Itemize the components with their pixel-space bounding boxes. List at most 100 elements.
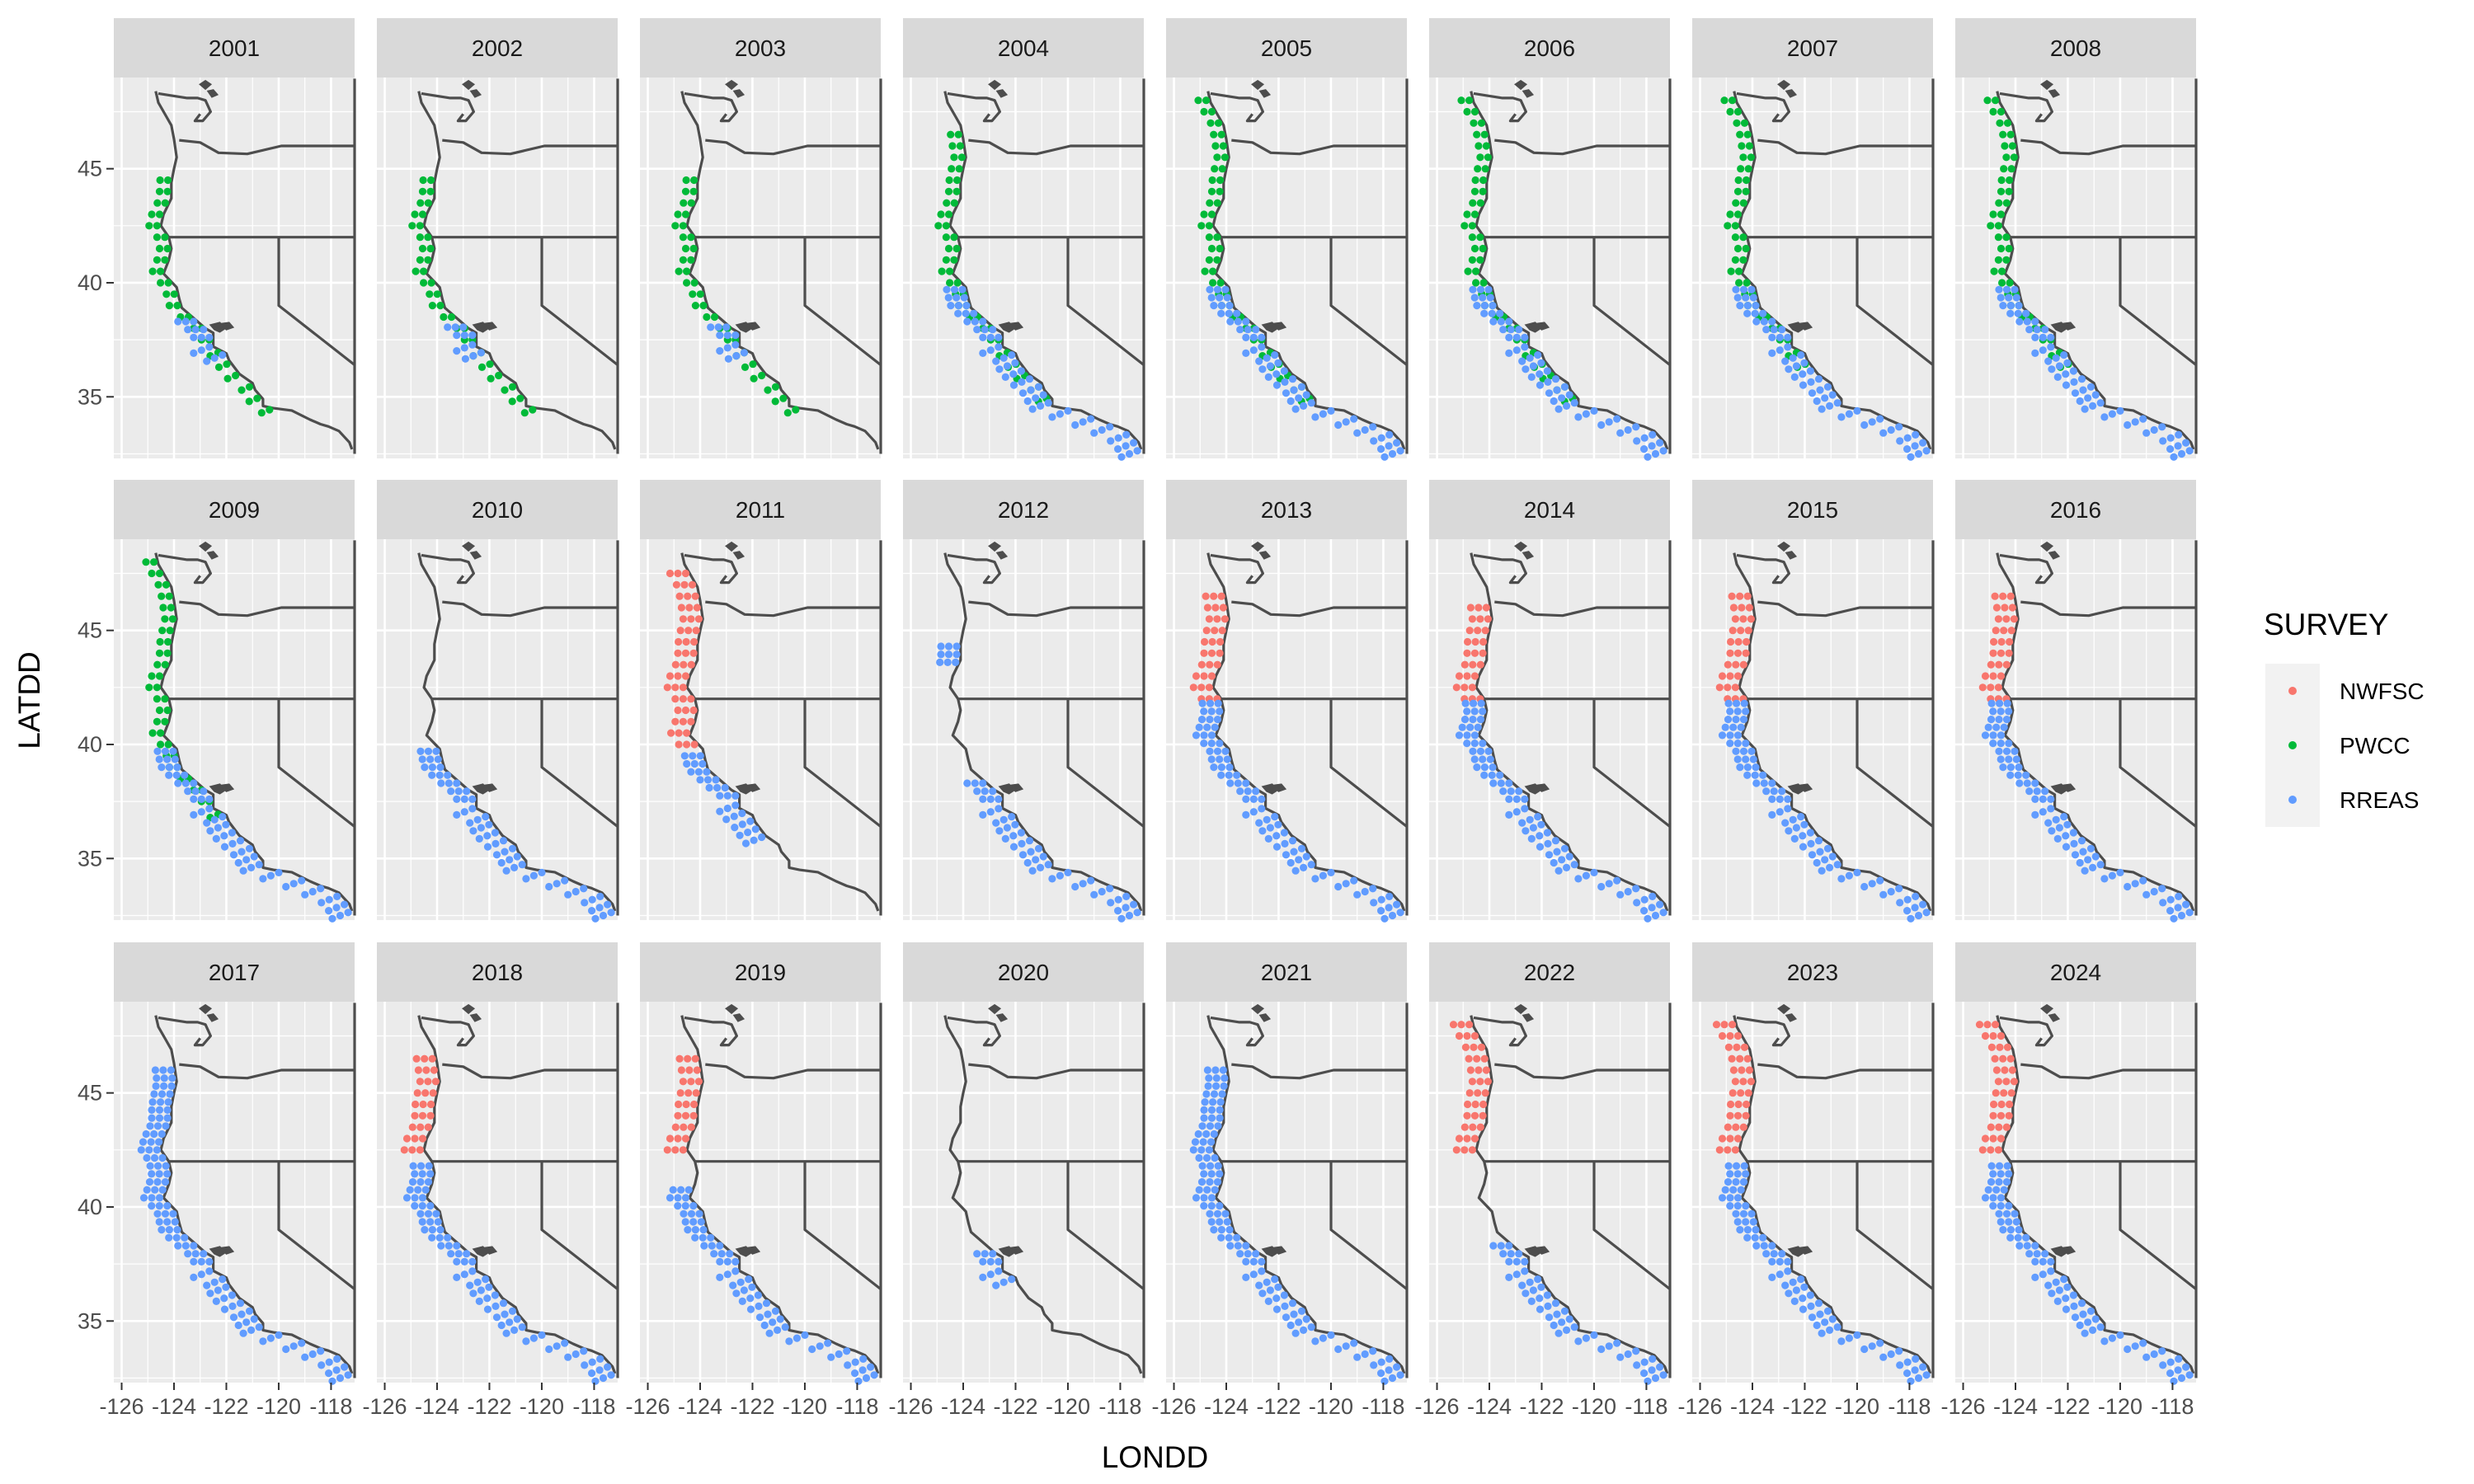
data-point bbox=[1206, 1178, 1214, 1186]
data-point bbox=[2039, 808, 2047, 816]
survey-points-rreas bbox=[1718, 1162, 1931, 1385]
data-point bbox=[963, 317, 971, 326]
data-point bbox=[167, 1066, 175, 1074]
data-point bbox=[282, 882, 290, 891]
data-point bbox=[762, 1299, 771, 1308]
data-point bbox=[1098, 887, 1106, 896]
data-point bbox=[1997, 649, 2006, 657]
data-point bbox=[2100, 413, 2109, 421]
state-border bbox=[1999, 553, 2053, 585]
data-point bbox=[1733, 731, 1743, 740]
data-point bbox=[1512, 795, 1521, 804]
data-point bbox=[1252, 1250, 1260, 1258]
data-point bbox=[1984, 723, 1992, 731]
data-point bbox=[418, 1202, 426, 1210]
data-point bbox=[783, 409, 792, 417]
data-point bbox=[275, 1331, 283, 1339]
data-point bbox=[250, 852, 258, 861]
data-point bbox=[1286, 1321, 1295, 1330]
data-point bbox=[1018, 839, 1026, 848]
data-point bbox=[205, 795, 214, 804]
data-point bbox=[1471, 637, 1479, 646]
data-point bbox=[1463, 210, 1471, 218]
data-point bbox=[1206, 1209, 1214, 1218]
state-border bbox=[158, 92, 212, 123]
data-point bbox=[1252, 787, 1260, 796]
data-point bbox=[1823, 844, 1832, 852]
data-point bbox=[688, 580, 697, 589]
data-point bbox=[666, 672, 675, 680]
data-point bbox=[2116, 406, 2124, 415]
state-border bbox=[1473, 553, 1527, 585]
state-border bbox=[421, 553, 475, 585]
island bbox=[1251, 541, 1265, 552]
data-point bbox=[677, 1066, 686, 1074]
data-point bbox=[1732, 660, 1740, 669]
data-point bbox=[190, 1257, 198, 1266]
x-tick-label: -124 bbox=[1467, 1394, 1512, 1419]
data-point bbox=[758, 371, 766, 380]
data-point bbox=[1747, 747, 1756, 755]
data-point bbox=[2031, 317, 2039, 326]
data-point bbox=[1470, 649, 1479, 657]
data-point bbox=[681, 244, 690, 253]
data-point bbox=[437, 779, 445, 787]
data-point bbox=[325, 895, 333, 904]
data-point bbox=[197, 795, 205, 804]
data-point bbox=[1797, 813, 1805, 821]
data-point bbox=[1203, 603, 1211, 612]
data-point bbox=[1211, 142, 1220, 150]
data-point bbox=[161, 717, 169, 726]
data-point bbox=[1295, 1318, 1303, 1327]
data-point bbox=[1726, 672, 1734, 680]
data-point bbox=[1486, 294, 1494, 302]
data-point bbox=[2177, 1374, 2186, 1383]
data-point bbox=[738, 809, 746, 818]
data-point bbox=[1826, 863, 1834, 871]
data-point bbox=[1205, 256, 1213, 264]
data-point bbox=[690, 176, 698, 185]
data-point bbox=[1044, 861, 1052, 869]
data-point bbox=[1799, 832, 1807, 840]
data-point bbox=[2060, 813, 2068, 821]
data-point bbox=[1201, 637, 1209, 646]
island bbox=[995, 89, 1009, 98]
data-point bbox=[1742, 244, 1750, 253]
data-point bbox=[1380, 453, 1389, 461]
data-point bbox=[714, 323, 722, 331]
y-axis-title: LATDD bbox=[12, 651, 46, 749]
data-point bbox=[1311, 413, 1319, 421]
data-point bbox=[1484, 1078, 1492, 1086]
data-point bbox=[1479, 637, 1488, 646]
data-point bbox=[2174, 442, 2182, 450]
data-point bbox=[165, 592, 173, 600]
data-point bbox=[447, 787, 455, 796]
data-point bbox=[1469, 716, 1477, 724]
data-point bbox=[750, 836, 758, 844]
data-point bbox=[161, 747, 170, 755]
x-tick-label: -118 bbox=[1888, 1394, 1931, 1419]
data-point bbox=[981, 787, 989, 796]
data-point bbox=[1189, 1146, 1197, 1154]
data-point bbox=[1263, 354, 1271, 362]
data-point bbox=[168, 615, 176, 623]
data-point bbox=[687, 199, 695, 207]
data-point bbox=[671, 1123, 680, 1131]
survey-points-rreas bbox=[943, 285, 1141, 461]
data-point bbox=[723, 1257, 731, 1266]
data-point bbox=[2047, 333, 2055, 341]
data-point bbox=[1999, 1226, 2007, 1234]
data-point bbox=[1223, 294, 1231, 302]
data-point bbox=[491, 1291, 500, 1299]
x-tick-label: -122 bbox=[1256, 1394, 1300, 1419]
data-point bbox=[1465, 1089, 1474, 1097]
data-point bbox=[1656, 439, 1664, 447]
data-point bbox=[2006, 1054, 2015, 1063]
data-point bbox=[1994, 615, 2002, 623]
x-tick-label: -122 bbox=[1782, 1394, 1827, 1419]
data-point bbox=[245, 1307, 254, 1315]
data-point bbox=[1207, 1202, 1216, 1210]
state-border bbox=[442, 1063, 618, 1080]
data-point bbox=[1198, 1162, 1206, 1170]
state-border bbox=[1066, 1161, 1145, 1290]
